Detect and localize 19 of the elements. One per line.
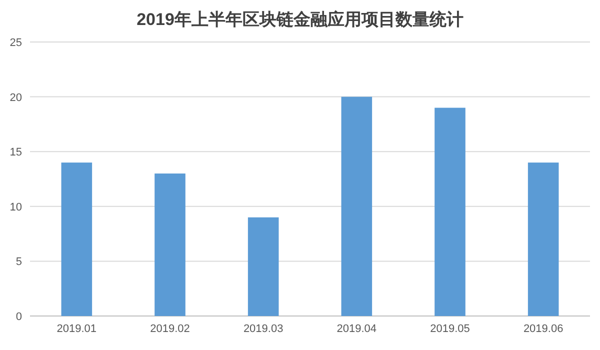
x-tick-label: 2019.05 <box>430 323 470 335</box>
bar <box>61 162 92 316</box>
y-tick-label: 20 <box>10 92 22 104</box>
x-tick-label: 2019.06 <box>523 323 564 335</box>
bar <box>341 96 372 316</box>
x-tick-label: 2019.04 <box>336 323 377 335</box>
y-tick-label: 15 <box>10 146 22 159</box>
bar <box>248 217 279 316</box>
chart-title: 2019年上半年区块链金融应用项目数量统计 <box>136 10 464 29</box>
y-tick-label: 10 <box>10 201 22 214</box>
bar <box>154 174 186 316</box>
bar <box>528 162 559 316</box>
y-tick-label: 5 <box>16 256 22 268</box>
x-tick-label: 2019.01 <box>56 323 97 335</box>
x-tick-label: 2019.02 <box>150 323 190 335</box>
x-tick-label: 2019.03 <box>243 323 284 335</box>
y-tick-label: 0 <box>16 311 22 323</box>
bar <box>434 108 466 316</box>
y-tick-label: 25 <box>10 37 22 49</box>
